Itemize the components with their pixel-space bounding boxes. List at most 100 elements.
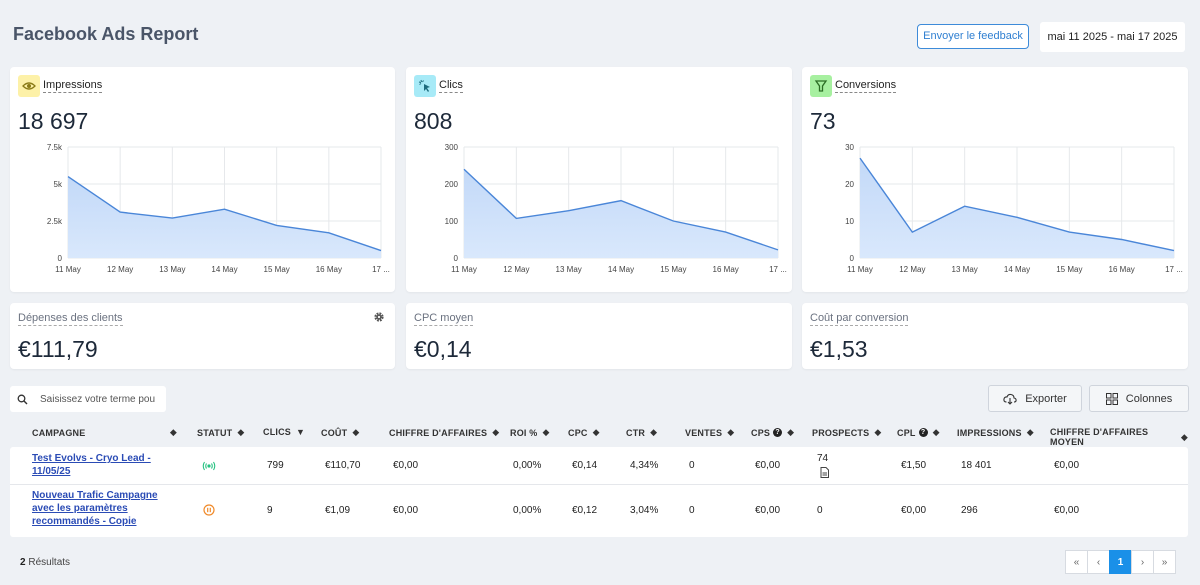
date-range-picker[interactable]: mai 11 2025 - mai 17 2025 [1040, 22, 1185, 52]
impressions-card: Impressions 18 697 0 2.5k 5k 7.5k 11 May 12 M… [10, 67, 395, 292]
feedback-button[interactable]: Envoyer le feedback [917, 24, 1029, 49]
export-button[interactable]: Exporter [988, 385, 1082, 412]
sort-icon: ◆ [787, 427, 795, 437]
col-cpc[interactable]: CPC ◆ [568, 427, 600, 438]
x-tick-label: 11 May [847, 265, 873, 274]
campaign-link[interactable]: Test Evolvs - Cryo Lead - 11/05/25 [32, 453, 151, 477]
search-box [10, 386, 166, 412]
broadcast-active-icon [202, 461, 216, 471]
col-campaign[interactable]: CAMPAGNE ◆ [32, 427, 177, 438]
sort-icon: ◆ [237, 427, 245, 437]
pause-status-icon [203, 504, 215, 516]
x-tick-label: 15 May [264, 265, 290, 274]
x-tick-label: 12 May [899, 265, 925, 274]
col-avg-revenue[interactable]: CHIFFRE D'AFFAIRES MOYEN ◆ [1050, 427, 1188, 447]
sort-icon: ◆ [1180, 431, 1188, 442]
metric-value: €111,79 [18, 336, 98, 362]
avg-cpc-card: CPC moyen €0,14 [406, 303, 792, 369]
x-tick-label: 11 May [451, 265, 477, 274]
pager-last[interactable]: » [1153, 550, 1176, 574]
cell-avg-revenue: €0,00 [1054, 505, 1080, 516]
col-cpl[interactable]: CPL? ◆ [897, 427, 940, 438]
cell-prospects: 0 [817, 505, 823, 516]
kpi-label: Impressions [43, 79, 103, 93]
sort-icon: ◆ [169, 427, 177, 437]
pager-first[interactable]: « [1065, 550, 1088, 574]
pager-next[interactable]: › [1131, 550, 1154, 574]
col-clics[interactable]: CLICS ▼ [263, 427, 306, 437]
cell-ctr: 3,04% [630, 505, 659, 516]
y-tick-label: 300 [445, 143, 459, 152]
y-tick-label: 2.5k [47, 217, 63, 226]
document-icon[interactable] [820, 467, 829, 478]
col-roi[interactable]: ROI % ◆ [510, 427, 550, 438]
x-tick-label: 17 ... [769, 265, 787, 274]
y-tick-label: 30 [845, 143, 854, 152]
y-tick-label: 7.5k [47, 143, 63, 152]
cell-cps: €0,00 [755, 460, 781, 471]
x-tick-label: 17 ... [1165, 265, 1183, 274]
y-tick-label: 0 [850, 254, 855, 263]
kpi-value: 808 [414, 108, 453, 134]
campaign-link[interactable]: Nouveau Trafic Campagne avec les paramèt… [32, 490, 158, 527]
x-tick-label: 16 May [316, 265, 342, 274]
cell-clics: 9 [267, 505, 273, 516]
kpi-label: Clics [439, 79, 463, 93]
table-body: Test Evolvs - Cryo Lead - 11/05/25 799 €… [10, 447, 1188, 537]
kpi-value: 73 [810, 108, 836, 134]
pager-prev[interactable]: ‹ [1087, 550, 1110, 574]
cell-cpl: €1,50 [901, 460, 927, 471]
columns-label: Colonnes [1125, 392, 1173, 405]
x-tick-label: 14 May [608, 265, 634, 274]
cell-avg-revenue: €0,00 [1054, 460, 1080, 471]
col-ctr[interactable]: CTR ◆ [626, 427, 658, 438]
col-revenue[interactable]: CHIFFRE D'AFFAIRES ◆ [389, 427, 500, 438]
y-tick-label: 0 [454, 254, 459, 263]
pager-page-1[interactable]: 1 [1109, 550, 1132, 574]
sort-icon: ◆ [542, 427, 550, 437]
area-fill [860, 158, 1174, 258]
x-tick-label: 17 ... [372, 265, 390, 274]
cell-cpc: €0,12 [572, 505, 598, 516]
col-prospects[interactable]: PROSPECTS ◆ [812, 427, 882, 438]
y-tick-label: 100 [445, 217, 459, 226]
metric-value: €1,53 [810, 336, 868, 362]
area-fill [68, 176, 381, 258]
x-tick-label: 13 May [159, 265, 185, 274]
col-impressions[interactable]: IMPRESSIONS ◆ [957, 427, 1034, 438]
col-status[interactable]: STATUT ◆ [197, 427, 245, 438]
cell-cps: €0,00 [755, 505, 781, 516]
help-icon: ? [918, 428, 928, 437]
x-tick-label: 14 May [211, 265, 237, 274]
x-tick-label: 15 May [1056, 265, 1082, 274]
kpi-value: 18 697 [18, 108, 89, 134]
help-icon: ? [773, 428, 783, 437]
columns-button[interactable]: Colonnes [1089, 385, 1189, 412]
col-cost[interactable]: COÛT ◆ [321, 427, 360, 438]
customer-spend-card: Dépenses des clients €111,79 [10, 303, 395, 369]
y-tick-label: 200 [445, 180, 459, 189]
kpi-label: Conversions [835, 79, 897, 93]
conversions-card: Conversions 73 0 10 20 30 11 May 12 May 13 May… [802, 67, 1188, 292]
x-tick-label: 15 May [660, 265, 686, 274]
col-cps[interactable]: CPS? ◆ [751, 427, 795, 438]
cell-clics: 799 [267, 460, 284, 471]
col-sales[interactable]: VENTES ◆ [685, 427, 735, 438]
sort-icon: ◆ [932, 427, 940, 437]
conversions-chart: 0 10 20 30 11 May 12 May 13 May 14 May 15 May 16 … [845, 143, 1183, 274]
cell-impressions: 296 [961, 505, 978, 516]
metric-label: CPC moyen [414, 312, 474, 326]
x-tick-label: 14 May [1004, 265, 1030, 274]
sort-icon: ◆ [492, 427, 500, 437]
sort-icon: ◆ [727, 427, 735, 437]
gear-icon[interactable] [373, 311, 385, 323]
metric-label: Dépenses des clients [18, 312, 123, 326]
cell-revenue: €0,00 [393, 460, 419, 471]
x-tick-label: 12 May [503, 265, 529, 274]
table-header: CAMPAGNE ◆ STATUT ◆ CLICS ▼ COÛT ◆ CHIFFRE D… [10, 418, 1188, 447]
search-input[interactable] [40, 393, 158, 405]
metric-value: €0,14 [414, 336, 472, 362]
export-label: Exporter [1025, 392, 1067, 405]
area-fill [464, 169, 778, 258]
campaign-table: CAMPAGNE ◆ STATUT ◆ CLICS ▼ COÛT ◆ CHIFFRE D… [10, 418, 1188, 537]
